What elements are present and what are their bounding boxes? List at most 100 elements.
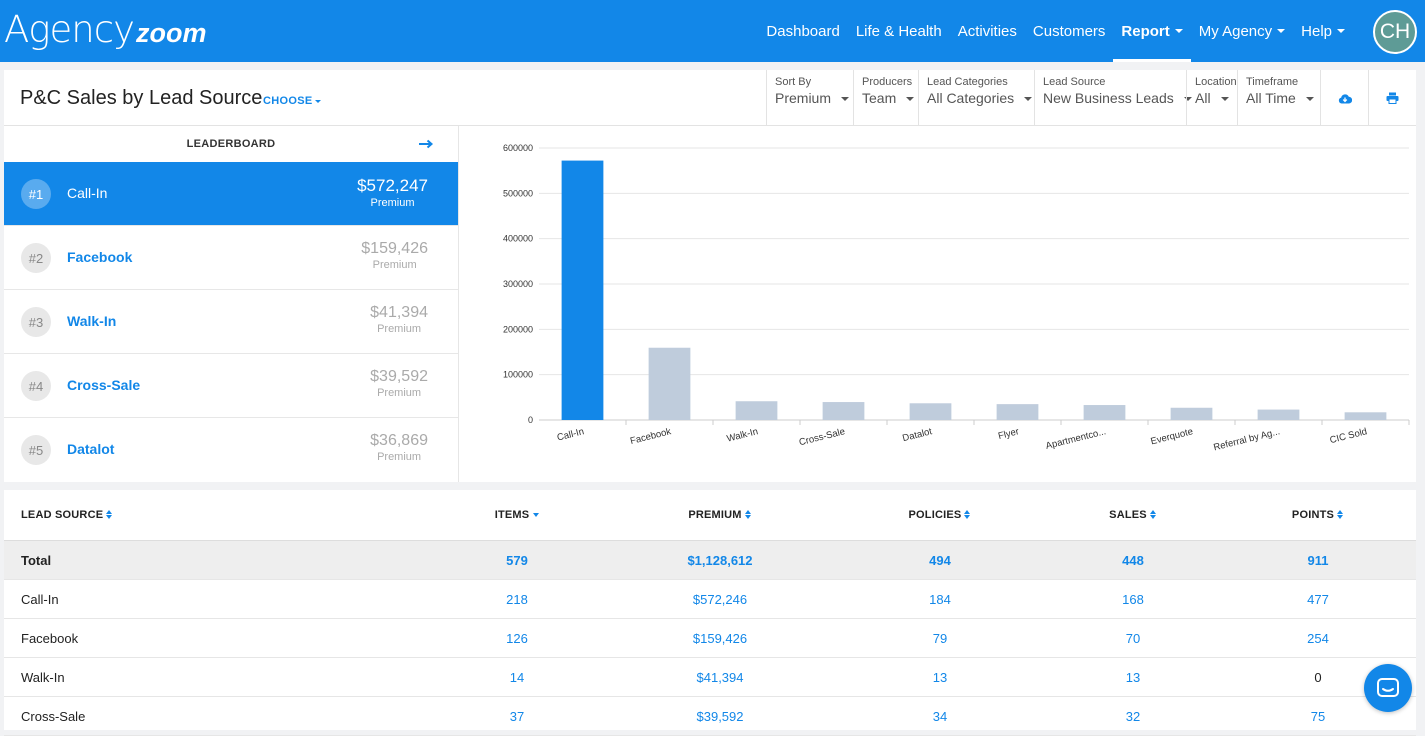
sort-desc-icon xyxy=(533,513,540,517)
y-tick-label: 0 xyxy=(528,415,533,425)
filter-value: Team xyxy=(862,90,897,106)
leaderboard-unit: Premium xyxy=(377,323,422,335)
y-tick-label: 300000 xyxy=(503,279,533,289)
choose-label: CHOOSE xyxy=(263,95,313,107)
leaderboard-item[interactable]: #4 Cross-Sale $39,592 Premium xyxy=(4,354,458,418)
cell-policies[interactable]: 13 xyxy=(932,669,948,685)
cell-premium[interactable]: $1,128,612 xyxy=(687,552,753,568)
leaderboard-item[interactable]: #3 Walk-In $41,394 Premium xyxy=(4,290,458,354)
filter-label: Lead Source xyxy=(1043,76,1106,88)
col-header-label: POINTS xyxy=(1291,509,1335,521)
bar xyxy=(1344,412,1387,420)
leaderboard-value: $572,247 xyxy=(357,176,428,195)
nav-dashboard[interactable]: Dashboard xyxy=(758,0,847,62)
filter-timeframe[interactable]: Timeframe All Time xyxy=(1237,70,1320,126)
leaderboard-item[interactable]: #2 Facebook $159,426 Premium xyxy=(4,226,458,290)
user-avatar[interactable]: CH xyxy=(1373,10,1417,54)
cell-sales[interactable]: 448 xyxy=(1122,552,1144,568)
cell-premium[interactable]: $39,592 xyxy=(696,708,744,724)
nav-report[interactable]: Report xyxy=(1113,0,1192,62)
cell-premium[interactable]: $572,246 xyxy=(692,591,748,607)
table-row: Walk-In 14 $41,394 13 13 0 xyxy=(4,658,1416,697)
col-header-premium[interactable]: PREMIUM xyxy=(660,490,780,540)
leaderboard-item[interactable]: #1 Call-In $572,247 Premium xyxy=(4,162,458,226)
sort-icon xyxy=(106,510,113,520)
cell-items[interactable]: 37 xyxy=(509,708,525,724)
cell-policies[interactable]: 494 xyxy=(929,552,951,568)
chevron-down-icon xyxy=(1305,97,1314,102)
leaderboard-item[interactable]: #5 Datalot $36,869 Premium xyxy=(4,418,458,482)
leaderboard-unit: Premium xyxy=(377,451,422,463)
cell-items[interactable]: 218 xyxy=(506,591,528,607)
logo-text-agency: Agency xyxy=(4,8,135,51)
cell-policies[interactable]: 34 xyxy=(932,708,948,724)
nav-my-agency[interactable]: My Agency xyxy=(1191,0,1293,62)
filter-sort-by[interactable]: Sort By Premium xyxy=(766,70,853,126)
bar xyxy=(1170,407,1213,420)
col-header-items[interactable]: ITEMS xyxy=(457,490,577,540)
lead-source-bar-chart: 0 100000 200000 300000 400000 500000 600000 Cal… xyxy=(459,126,1416,482)
arrow-right-icon[interactable] xyxy=(418,134,434,154)
nav-help[interactable]: Help xyxy=(1293,0,1353,62)
leaderboard-header: LEADERBOARD xyxy=(4,126,458,162)
filter-value: Premium xyxy=(775,90,832,106)
rank-badge: #5 xyxy=(21,435,51,465)
cell-points[interactable]: 911 xyxy=(1307,552,1329,568)
row-label: Facebook xyxy=(21,630,79,646)
nav-customers[interactable]: Customers xyxy=(1025,0,1114,62)
bar xyxy=(1083,405,1126,420)
filter-lead-categories[interactable]: Lead Categories All Categories xyxy=(918,70,1034,126)
logo-text-zoom: zoom xyxy=(135,18,207,48)
nav-activities[interactable]: Activities xyxy=(950,0,1025,62)
cell-sales[interactable]: 32 xyxy=(1125,708,1141,724)
col-header-points[interactable]: POINTS xyxy=(1258,490,1378,540)
table-row: Call-In 218 $572,246 184 168 477 xyxy=(4,580,1416,619)
download-button[interactable] xyxy=(1320,70,1368,126)
cell-points[interactable]: 75 xyxy=(1310,708,1326,724)
cell-premium[interactable]: $159,426 xyxy=(692,630,748,646)
bar xyxy=(648,347,691,420)
agencyzoom-logo[interactable]: Agency zoom xyxy=(4,8,206,51)
col-header-policies[interactable]: POLICIES xyxy=(880,490,1000,540)
print-icon xyxy=(1386,92,1399,104)
cell-policies[interactable]: 79 xyxy=(932,630,948,646)
cell-premium[interactable]: $41,394 xyxy=(696,669,744,685)
row-label: Total xyxy=(21,552,52,568)
choose-report-dropdown[interactable]: CHOOSE xyxy=(263,95,322,107)
report-header: P&C Sales by Lead Source CHOOSE Sort By … xyxy=(4,70,1416,126)
col-header-label: POLICIES xyxy=(908,509,962,521)
x-tick-label: Datalot xyxy=(901,426,933,444)
col-header-lead-source[interactable]: LEAD SOURCE xyxy=(21,490,113,540)
filter-label: Producers xyxy=(862,76,913,88)
col-header-sales[interactable]: SALES xyxy=(1073,490,1193,540)
cell-items[interactable]: 14 xyxy=(509,669,525,685)
filter-lead-source[interactable]: Lead Source New Business Leads xyxy=(1034,70,1192,126)
bar-chart-svg: 0 100000 200000 300000 400000 500000 600000 Cal… xyxy=(503,143,1410,453)
filter-location[interactable]: Location All xyxy=(1186,70,1237,126)
chat-launcher-button[interactable] xyxy=(1364,664,1412,712)
filter-producers[interactable]: Producers Team xyxy=(853,70,918,126)
print-button[interactable] xyxy=(1368,70,1416,126)
chevron-down-icon xyxy=(841,97,850,102)
cell-policies[interactable]: 184 xyxy=(929,591,951,607)
chevron-down-icon xyxy=(1174,29,1183,33)
nav-life-health[interactable]: Life & Health xyxy=(848,0,950,62)
cell-points: 0 xyxy=(1314,669,1322,685)
cell-sales[interactable]: 168 xyxy=(1122,591,1144,607)
sort-icon xyxy=(1337,510,1344,520)
cell-points[interactable]: 254 xyxy=(1307,630,1329,646)
cell-items[interactable]: 579 xyxy=(506,552,528,568)
avatar-initials: CH xyxy=(1379,20,1411,43)
cell-points[interactable]: 477 xyxy=(1307,591,1329,607)
x-tick-label: Flyer xyxy=(997,426,1020,442)
col-header-label: ITEMS xyxy=(494,509,530,521)
table-row: Facebook 126 $159,426 79 70 254 xyxy=(4,619,1416,658)
cell-sales[interactable]: 70 xyxy=(1125,630,1141,646)
cell-sales[interactable]: 13 xyxy=(1125,669,1141,685)
leaderboard-name: Call-In xyxy=(67,185,108,201)
bar xyxy=(561,160,604,420)
filter-bar: Sort By Premium Producers Team Lead Cate… xyxy=(766,70,1416,126)
col-header-label: PREMIUM xyxy=(688,509,742,521)
cell-items[interactable]: 126 xyxy=(506,630,528,646)
nav-report-label: Report xyxy=(1121,22,1170,40)
